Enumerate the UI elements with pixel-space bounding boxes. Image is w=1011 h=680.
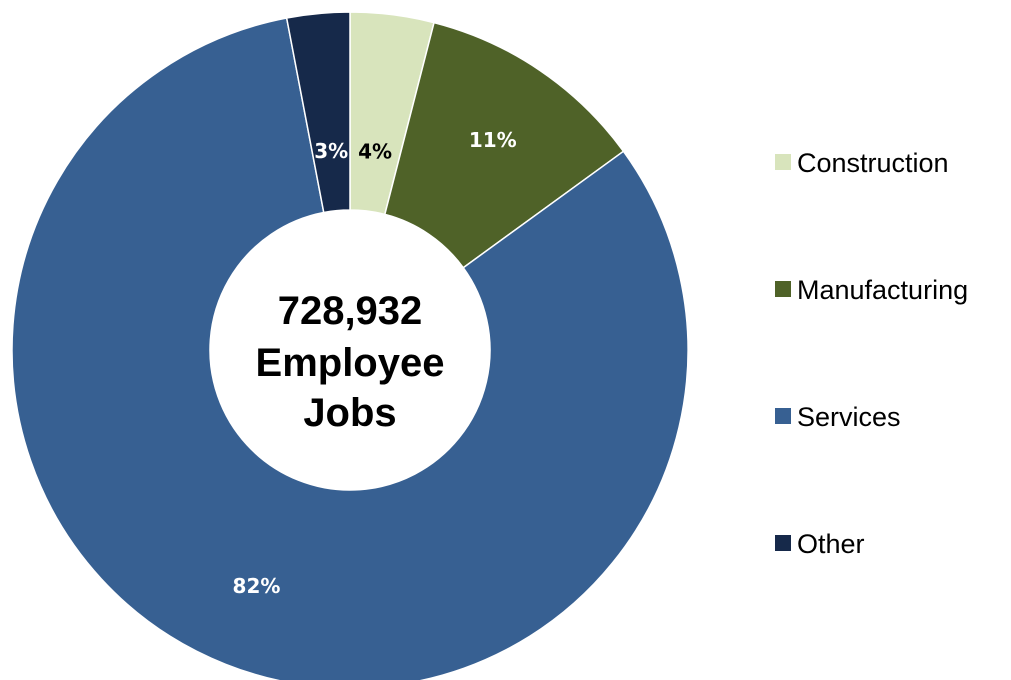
data-label-manufacturing: 11% [469, 128, 517, 152]
legend-label-services: Services [797, 402, 901, 432]
slice-services [11, 17, 689, 680]
center-label-line-1: 728,932 [278, 289, 423, 333]
legend-swatch-services [775, 408, 791, 424]
slice-labels: 4% 11% 82% 3% [233, 128, 517, 598]
donut-slices [11, 11, 689, 680]
center-label: 728,932 Employee Jobs [256, 289, 445, 435]
legend-label-construction: Construction [797, 148, 949, 178]
center-label-line-3: Jobs [303, 391, 396, 435]
center-label-line-2: Employee [256, 341, 445, 385]
legend-swatch-other [775, 535, 791, 551]
data-label-other: 3% [314, 139, 348, 163]
slice-manufacturing [383, 21, 625, 269]
legend-swatch-manufacturing [775, 281, 791, 297]
legend: Construction Manufacturing Services Other [775, 148, 968, 559]
slice-other [285, 11, 351, 214]
data-label-construction: 4% [358, 140, 392, 164]
legend-label-manufacturing: Manufacturing [797, 275, 968, 305]
data-label-services: 82% [233, 574, 281, 598]
legend-label-other: Other [797, 529, 865, 559]
legend-swatch-construction [775, 154, 791, 170]
